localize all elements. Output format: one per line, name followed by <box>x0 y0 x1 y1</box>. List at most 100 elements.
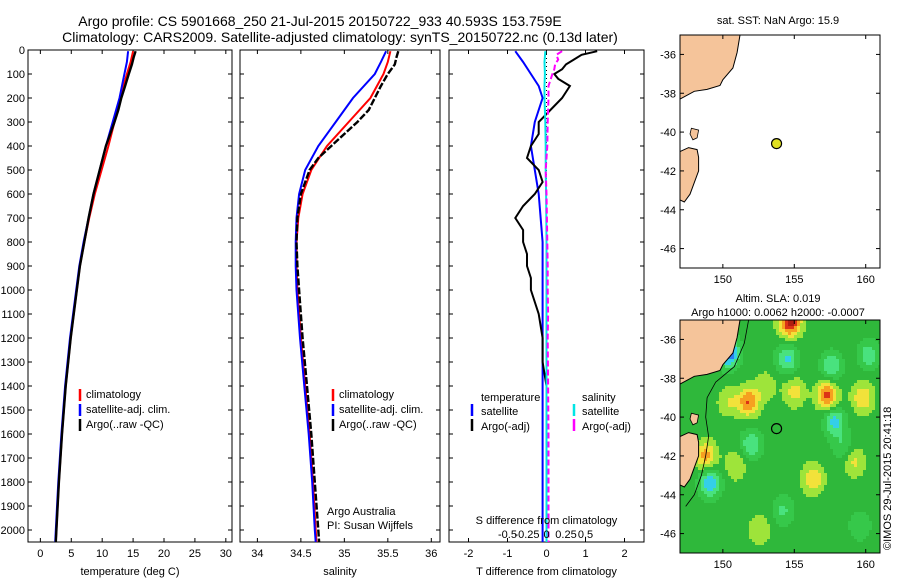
sla-cell <box>767 398 770 401</box>
sla-cell <box>818 332 821 335</box>
sla-cell <box>848 344 851 347</box>
sla-cell <box>851 398 854 401</box>
sla-cell <box>875 425 878 428</box>
sla-cell <box>785 377 788 380</box>
sla-cell <box>680 488 683 491</box>
sla-cell <box>866 368 869 371</box>
sla-cell <box>809 527 812 530</box>
sla-cell <box>848 356 851 359</box>
location-map-title: sat. SST: NaN Argo: 15.9 <box>717 15 839 27</box>
sla-cell <box>713 515 716 518</box>
sla-cell <box>695 512 698 515</box>
sla-cell <box>809 455 812 458</box>
sla-cell <box>692 425 695 428</box>
sla-cell <box>698 386 701 389</box>
sla-cell <box>794 422 797 425</box>
sla-cell <box>701 455 704 458</box>
x-tick-label: 25 <box>189 548 201 560</box>
sla-cell <box>719 413 722 416</box>
sla-cell <box>767 506 770 509</box>
sla-cell <box>848 518 851 521</box>
sla-cell <box>803 386 806 389</box>
sla-cell <box>689 428 692 431</box>
sla-cell <box>791 362 794 365</box>
sla-cell <box>869 416 872 419</box>
sla-cell <box>815 413 818 416</box>
sla-cell <box>794 320 797 323</box>
sla-cell <box>707 377 710 380</box>
sla-cell <box>875 329 878 332</box>
sla-cell <box>842 464 845 467</box>
sla-cell <box>740 338 743 341</box>
sla-cell <box>797 440 800 443</box>
sla-cell <box>863 383 866 386</box>
sla-cell <box>806 449 809 452</box>
sla-cell <box>827 482 830 485</box>
sla-cell <box>749 452 752 455</box>
sla-cell <box>710 512 713 515</box>
sla-cell <box>755 479 758 482</box>
sla-cell <box>755 401 758 404</box>
sla-cell <box>833 410 836 413</box>
sla-cell <box>758 476 761 479</box>
sla-cell <box>857 482 860 485</box>
y-tick-label: 800 <box>7 237 25 249</box>
sla-cell <box>791 440 794 443</box>
sla-cell <box>833 350 836 353</box>
sla-cell <box>797 506 800 509</box>
sla-cell <box>755 431 758 434</box>
sla-cell <box>794 389 797 392</box>
x-tick-label-top: 0.25 <box>555 529 576 541</box>
sla-cell <box>788 434 791 437</box>
sla-cell <box>758 401 761 404</box>
sla-cell <box>731 488 734 491</box>
sla-cell <box>785 392 788 395</box>
sla-cell <box>686 431 689 434</box>
sla-cell <box>728 467 731 470</box>
sla-cell <box>845 320 848 323</box>
sla-cell <box>788 527 791 530</box>
sla-cell <box>851 416 854 419</box>
sla-cell <box>710 497 713 500</box>
sla-cell <box>803 446 806 449</box>
sla-cell <box>785 509 788 512</box>
sla-cell <box>848 419 851 422</box>
sla-cell <box>827 470 830 473</box>
sla-cell <box>767 353 770 356</box>
sla-cell <box>854 500 857 503</box>
x-tick-label: 0 <box>37 548 43 560</box>
sla-cell <box>728 497 731 500</box>
sla-cell <box>737 353 740 356</box>
sla-cell <box>863 326 866 329</box>
sla-cell <box>764 416 767 419</box>
sla-cell <box>803 347 806 350</box>
sla-cell <box>728 500 731 503</box>
sla-cell <box>701 485 704 488</box>
sla-cell <box>770 356 773 359</box>
sla-cell <box>731 464 734 467</box>
sla-cell <box>863 449 866 452</box>
sla-cell <box>797 461 800 464</box>
sla-cell <box>788 353 791 356</box>
sla-cell <box>764 446 767 449</box>
sla-cell <box>803 476 806 479</box>
sla-cell <box>809 506 812 509</box>
sla-cell <box>752 329 755 332</box>
sla-cell <box>797 476 800 479</box>
sla-cell <box>869 431 872 434</box>
sla-cell <box>770 482 773 485</box>
sla-cell <box>797 368 800 371</box>
sla-cell <box>710 398 713 401</box>
sla-cell <box>866 440 869 443</box>
sla-cell <box>857 509 860 512</box>
sla-cell <box>866 329 869 332</box>
sla-cell <box>857 344 860 347</box>
sla-cell <box>680 500 683 503</box>
sla-cell <box>761 518 764 521</box>
sla-cell <box>779 344 782 347</box>
sla-cell <box>713 512 716 515</box>
sla-cell <box>722 461 725 464</box>
sla-cell <box>818 392 821 395</box>
sla-cell <box>812 401 815 404</box>
sla-cell <box>806 473 809 476</box>
